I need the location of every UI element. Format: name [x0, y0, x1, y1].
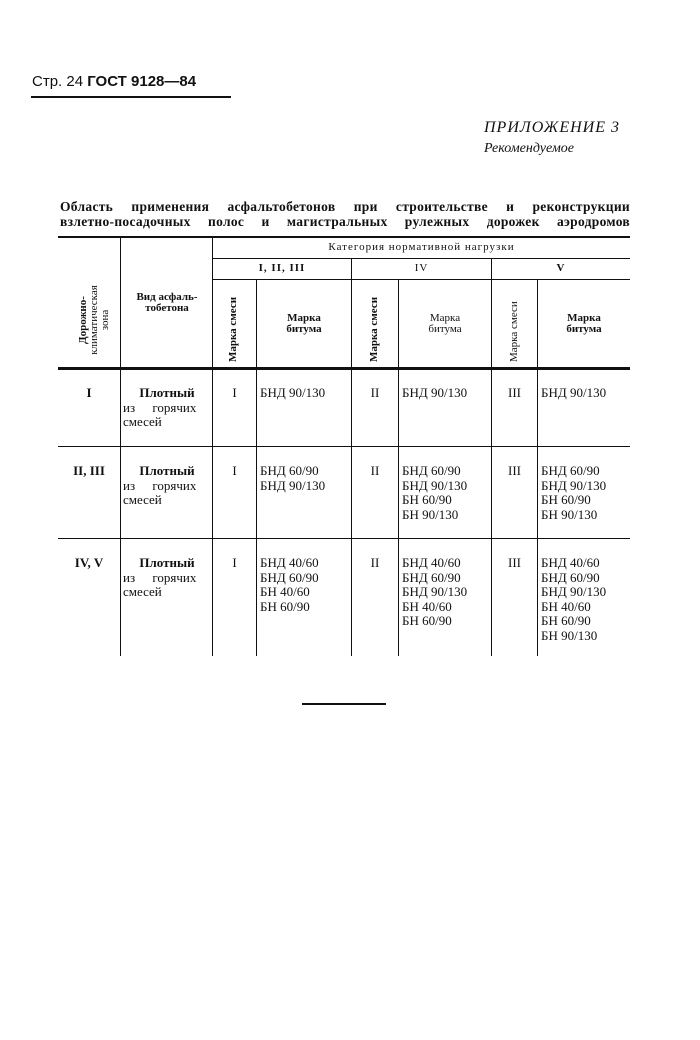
bitumen-cell: БН 60/90: [541, 492, 591, 507]
bitumen-line: битума: [566, 323, 602, 335]
bitumen-cell: БН 60/90: [541, 613, 591, 628]
bitumen-cell: БНД 90/130: [541, 584, 607, 599]
bitumen-cell: БН 60/90: [260, 598, 310, 614]
bitumen-cell: БН 60/90: [402, 492, 452, 507]
zone-cell: I: [86, 385, 92, 400]
bitumen-cell: БНД 60/90: [402, 569, 461, 585]
mix-cell: II: [370, 555, 380, 570]
appendix-title: ПРИЛОЖЕНИЕ 3: [484, 119, 620, 136]
bitumen-cell: БН 40/60: [541, 598, 591, 614]
mix-cell: III: [508, 463, 521, 478]
bitumen-line: битума: [428, 323, 462, 335]
bitumen-header-3: Марка битума: [538, 313, 630, 335]
type-cell-bold: Плотный: [139, 555, 195, 570]
mix-cell: III: [508, 555, 521, 570]
bitumen-line: битума: [286, 323, 322, 335]
mix-cell: II: [370, 463, 380, 478]
bitumen-cell: БНД 60/90: [402, 463, 461, 478]
bitumen-cell: БН 90/130: [402, 506, 459, 522]
bitumen-header-2: Марка битума: [399, 313, 491, 335]
zone-cell: II, III: [73, 463, 105, 478]
mix-header-1: Марка смеси: [227, 296, 239, 362]
type-cell-line: из горячих: [123, 399, 197, 415]
bitumen-cell: БН 60/90: [402, 613, 452, 628]
bitumen-cell: БНД 90/130: [541, 385, 607, 400]
bitumen-cell: БН 40/60: [260, 584, 310, 599]
table-title-line-1: Область применения асфальтобетонов при с…: [60, 199, 630, 214]
type-line: тобетона: [145, 302, 189, 314]
page-header: Стр. 24 ГОСТ 9128—84: [32, 73, 196, 90]
header-rule: [31, 96, 231, 98]
type-cell-bold: Плотный: [139, 463, 195, 478]
type-cell-line: смесей: [123, 492, 162, 507]
column-header-category: Категория нормативной нагрузки: [328, 241, 515, 253]
type-line: Вид асфаль-: [136, 291, 198, 303]
end-rule: [302, 703, 386, 705]
type-cell-bold: Плотный: [139, 385, 195, 400]
standard-number: ГОСТ 9128—84: [87, 73, 197, 90]
appendix-status: Рекомендуемое: [484, 141, 574, 156]
bitumen-cell: БНД 90/130: [402, 584, 468, 599]
group-header-3: V: [556, 262, 566, 274]
page-number: Стр. 24: [32, 73, 84, 90]
bitumen-cell: БНД 60/90: [260, 463, 319, 478]
mix-cell: III: [508, 385, 521, 400]
type-cell-line: из горячих: [123, 569, 197, 585]
bitumen-cell: БНД 90/130: [402, 477, 468, 493]
group-header-1: I, II, III: [258, 262, 306, 274]
column-header-type: Вид асфаль- тобетона: [122, 292, 212, 314]
column-header-zone: Дорожно- климатическая зона: [77, 275, 111, 365]
zone-line: зона: [99, 309, 111, 331]
mix-cell: I: [232, 555, 237, 570]
mix-header-3: Марка смеси: [508, 301, 520, 362]
bitumen-cell: БНД 60/90: [541, 569, 600, 585]
type-cell-line: из горячих: [123, 477, 197, 493]
bitumen-cell: БНД 60/90: [541, 463, 600, 478]
bitumen-cell: БН 90/130: [541, 627, 598, 643]
mix-header-2: Марка смеси: [368, 296, 380, 362]
type-cell-line: смесей: [123, 584, 162, 599]
bitumen-line: Марка: [429, 312, 461, 324]
bitumen-cell: БНД 60/90: [260, 569, 319, 585]
group-header-2: IV: [414, 262, 429, 274]
bitumen-cell: БНД 40/60: [402, 555, 461, 570]
bitumen-cell: БН 90/130: [541, 506, 598, 522]
bitumen-cell: БНД 90/130: [541, 477, 607, 493]
mix-cell: I: [232, 463, 237, 478]
bitumen-cell: БНД 90/130: [402, 385, 468, 400]
bitumen-cell: БНД 40/60: [260, 555, 319, 570]
mix-cell: II: [370, 385, 380, 400]
bitumen-cell: БНД 40/60: [541, 555, 600, 570]
bitumen-header-1: Марка битума: [257, 313, 351, 335]
bitumen-cell: БНД 90/130: [260, 385, 326, 400]
table-title-line-2: взлетно-посадочных полос и магистральных…: [60, 214, 630, 229]
bitumen-line: Марка: [567, 312, 601, 324]
zone-cell: IV, V: [74, 555, 104, 570]
bitumen-line: Марка: [287, 312, 321, 324]
bitumen-cell: БНД 90/130: [260, 477, 326, 493]
bitumen-cell: БН 40/60: [402, 598, 452, 614]
mix-cell: I: [232, 385, 237, 400]
type-cell-line: смесей: [123, 414, 162, 429]
